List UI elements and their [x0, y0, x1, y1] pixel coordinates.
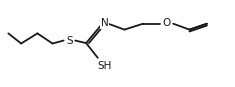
Text: SH: SH [98, 61, 112, 71]
Text: S: S [66, 36, 73, 46]
Text: N: N [101, 18, 109, 28]
Text: O: O [163, 18, 171, 28]
